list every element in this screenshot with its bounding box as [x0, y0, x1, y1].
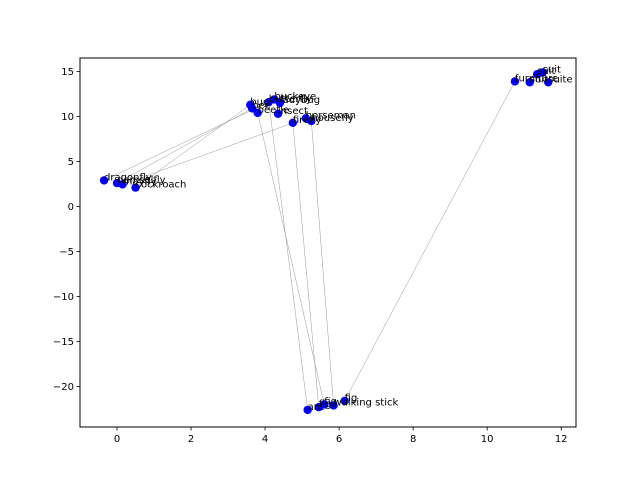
point-label: dragonfly — [104, 172, 152, 183]
data-point — [247, 104, 257, 113]
connection-line — [344, 81, 516, 402]
data-point — [320, 400, 329, 409]
y-tick-label: −5 — [59, 247, 74, 258]
point-label: horseman — [306, 110, 356, 121]
data-point — [340, 396, 349, 406]
point-label: butterfly — [269, 94, 312, 105]
point-label: suite — [548, 74, 572, 85]
x-tick-label: 0 — [114, 434, 120, 445]
data-point — [538, 68, 547, 77]
x-axis-ticks: 0 2 4 6 8 10 12 — [114, 427, 568, 445]
point-label: bug — [250, 97, 269, 108]
connection-line — [116, 108, 253, 184]
connection-line — [103, 101, 269, 181]
x-tick-label: 10 — [481, 434, 494, 445]
y-tick-label: 5 — [68, 157, 74, 168]
data-point — [253, 108, 262, 118]
x-tick-label: 8 — [410, 434, 416, 445]
point-label: insect — [278, 106, 308, 117]
data-points — [99, 68, 553, 415]
point-label: mayfly — [123, 176, 157, 187]
connection-line — [135, 104, 251, 188]
y-tick-label: −20 — [53, 382, 74, 393]
data-point — [303, 405, 312, 415]
connection-line — [292, 122, 319, 408]
point-label: ant — [308, 402, 324, 413]
point-label: buckeye — [274, 91, 316, 102]
point-label: walking stick — [334, 397, 399, 408]
data-point — [329, 401, 338, 410]
y-tick-label: 10 — [61, 112, 74, 123]
point-label: suit — [543, 64, 561, 75]
connection-line — [311, 120, 334, 406]
data-point — [118, 180, 127, 189]
y-tick-label: −15 — [53, 337, 74, 348]
x-tick-label: 12 — [555, 434, 568, 445]
data-point — [288, 118, 298, 128]
point-label: suit — [537, 66, 555, 77]
data-point — [273, 109, 283, 119]
data-point — [131, 183, 140, 192]
data-point — [275, 98, 285, 108]
x-tick-label: 6 — [336, 434, 342, 445]
point-label: fig — [319, 399, 332, 410]
y-tick-label: 0 — [68, 202, 74, 213]
x-tick-label: 4 — [262, 434, 268, 445]
data-point — [99, 176, 109, 185]
point-label: damselfly — [117, 175, 166, 186]
axes-frame — [79, 57, 577, 428]
point-label: fig — [345, 393, 358, 404]
point-label: furniture — [515, 73, 558, 84]
y-axis-ticks: −20 −15 −10 −5 0 5 10 15 — [53, 67, 80, 393]
data-point — [525, 78, 534, 87]
point-label: beetle — [258, 105, 290, 116]
data-point — [510, 77, 520, 86]
connection-lines — [103, 81, 516, 410]
connection-line — [122, 118, 306, 185]
connection-line — [268, 102, 308, 410]
y-tick-label: 15 — [61, 67, 74, 78]
y-tick-label: −10 — [53, 292, 74, 303]
x-tick-label: 2 — [188, 434, 194, 445]
data-point — [307, 116, 316, 126]
point-label: suit — [530, 74, 548, 85]
point-label: fig — [324, 397, 337, 408]
point-label: firefly — [293, 115, 322, 126]
point-label: bee — [252, 100, 271, 111]
data-point — [544, 78, 553, 87]
connection-line — [257, 112, 325, 405]
point-label: cockroach — [136, 180, 187, 191]
point-label: ladybug — [280, 95, 320, 106]
point-label: housefly — [311, 113, 353, 124]
